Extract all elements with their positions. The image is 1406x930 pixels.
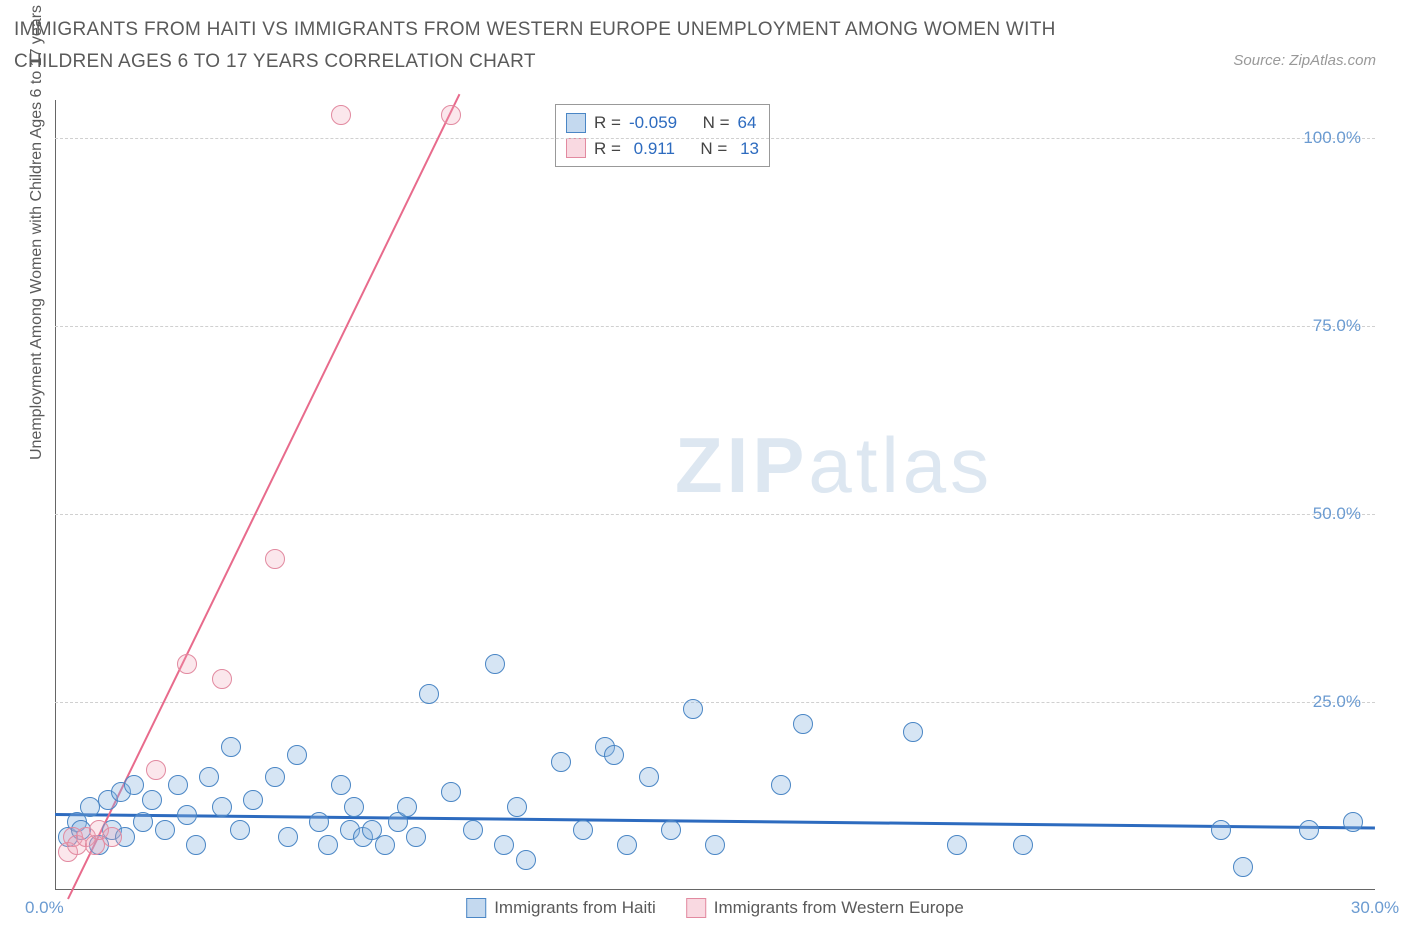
legend-swatch-blue-icon	[466, 898, 486, 918]
scatter-point	[494, 835, 514, 855]
scatter-point	[516, 850, 536, 870]
legend-label: Immigrants from Western Europe	[714, 898, 964, 918]
grid-line	[55, 702, 1375, 703]
scatter-point	[1013, 835, 1033, 855]
scatter-point	[155, 820, 175, 840]
x-axis	[55, 889, 1375, 890]
scatter-point	[1343, 812, 1363, 832]
scatter-point	[441, 782, 461, 802]
scatter-point	[221, 737, 241, 757]
scatter-point	[463, 820, 483, 840]
scatter-point	[397, 797, 417, 817]
scatter-point	[243, 790, 263, 810]
scatter-point	[617, 835, 637, 855]
scatter-point	[507, 797, 527, 817]
chart-plot-area: ZIPatlas R =-0.059 N =64 R = 0.911 N = 1…	[55, 100, 1375, 890]
scatter-point	[168, 775, 188, 795]
legend-item: Immigrants from Western Europe	[686, 898, 964, 918]
legend-swatch-pink-icon	[566, 138, 586, 158]
y-tick-label: 25.0%	[1313, 692, 1361, 712]
y-tick-label: 100.0%	[1303, 128, 1361, 148]
scatter-point	[604, 745, 624, 765]
scatter-point	[124, 775, 144, 795]
chart-source: Source: ZipAtlas.com	[1233, 52, 1376, 69]
scatter-point	[186, 835, 206, 855]
scatter-point	[1233, 857, 1253, 877]
scatter-point	[318, 835, 338, 855]
scatter-point	[102, 827, 122, 847]
scatter-point	[331, 105, 351, 125]
y-tick-label: 75.0%	[1313, 316, 1361, 336]
scatter-point	[331, 775, 351, 795]
scatter-point	[419, 684, 439, 704]
scatter-point	[375, 835, 395, 855]
scatter-point	[133, 812, 153, 832]
legend-item: Immigrants from Haiti	[466, 898, 656, 918]
scatter-point	[1299, 820, 1319, 840]
scatter-point	[406, 827, 426, 847]
scatter-point	[230, 820, 250, 840]
legend-stats-box: R =-0.059 N =64 R = 0.911 N = 13	[555, 104, 770, 167]
scatter-point	[903, 722, 923, 742]
y-tick-label: 50.0%	[1313, 504, 1361, 524]
x-tick-origin: 0.0%	[25, 898, 64, 918]
scatter-point	[947, 835, 967, 855]
scatter-point	[146, 760, 166, 780]
scatter-point	[199, 767, 219, 787]
grid-line	[55, 138, 1375, 139]
scatter-point	[771, 775, 791, 795]
legend-swatch-pink-icon	[686, 898, 706, 918]
legend-swatch-blue-icon	[566, 113, 586, 133]
x-tick-label: 30.0%	[1351, 898, 1399, 918]
legend-label: Immigrants from Haiti	[494, 898, 656, 918]
scatter-point	[177, 654, 197, 674]
scatter-point	[441, 105, 461, 125]
scatter-point	[142, 790, 162, 810]
scatter-point	[212, 669, 232, 689]
scatter-point	[683, 699, 703, 719]
scatter-point	[265, 549, 285, 569]
scatter-point	[793, 714, 813, 734]
scatter-point	[265, 767, 285, 787]
chart-title: IMMIGRANTS FROM HAITI VS IMMIGRANTS FROM…	[14, 14, 1064, 79]
scatter-point	[344, 797, 364, 817]
legend-stats-row: R =-0.059 N =64	[566, 110, 759, 136]
scatter-point	[1211, 820, 1231, 840]
scatter-point	[177, 805, 197, 825]
y-axis-label: Unemployment Among Women with Children A…	[28, 5, 46, 460]
scatter-point	[639, 767, 659, 787]
scatter-point	[705, 835, 725, 855]
scatter-point	[212, 797, 232, 817]
scatter-point	[573, 820, 593, 840]
watermark: ZIPatlas	[675, 420, 993, 511]
grid-line	[55, 326, 1375, 327]
y-axis	[55, 100, 56, 890]
scatter-point	[278, 827, 298, 847]
bottom-legend: Immigrants from Haiti Immigrants from We…	[466, 898, 964, 918]
legend-stats-row: R = 0.911 N = 13	[566, 136, 759, 162]
scatter-point	[485, 654, 505, 674]
scatter-point	[287, 745, 307, 765]
scatter-point	[661, 820, 681, 840]
scatter-point	[309, 812, 329, 832]
trend-line-blue	[55, 813, 1375, 830]
scatter-point	[551, 752, 571, 772]
